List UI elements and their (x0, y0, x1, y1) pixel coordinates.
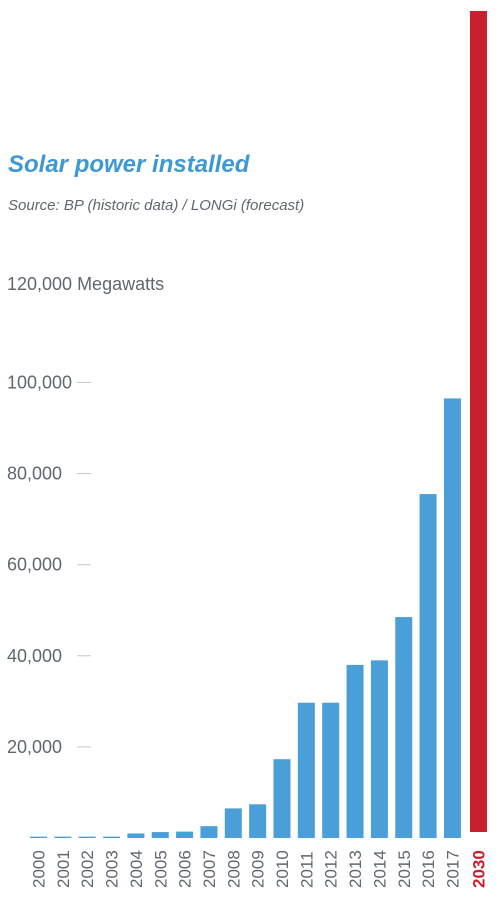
bar-2016 (419, 494, 437, 838)
x-tick-label: 2013 (346, 850, 365, 888)
y-tick-label: 80,000 (7, 464, 62, 484)
x-tick-label: 2005 (151, 850, 170, 888)
bars (30, 11, 487, 838)
bar-2017 (443, 398, 461, 838)
x-tick-label: 2001 (54, 850, 73, 888)
x-tick-label: 2015 (395, 850, 414, 888)
x-tick-label: 2000 (30, 850, 49, 888)
x-tick-label: 2002 (78, 850, 97, 888)
bar-2007 (200, 826, 218, 838)
bar-2013 (346, 664, 364, 838)
x-tick-label: 2012 (322, 850, 341, 888)
bar-2004 (127, 833, 145, 838)
y-tick-label: 20,000 (7, 737, 62, 757)
bar-2015 (395, 617, 413, 838)
y-tick-label: 40,000 (7, 646, 62, 666)
x-tick-label: 2008 (224, 850, 243, 888)
x-tick-label: 2016 (419, 850, 438, 888)
y-axis-ticks: 20,000 40,000 60,000 80,000 100,000 (7, 373, 91, 757)
bar-2000 (30, 836, 47, 838)
bar-2008 (224, 808, 242, 838)
bar-2005 (151, 832, 169, 838)
x-tick-label: 2009 (249, 850, 268, 888)
x-tick-label: 2014 (370, 850, 389, 888)
bar-2011 (297, 702, 315, 838)
y-tick-label: 60,000 (7, 555, 62, 575)
y-tick-label: 100,000 (7, 373, 72, 393)
x-tick-label: 2006 (176, 850, 195, 888)
bar-2014 (370, 660, 388, 838)
x-tick-label: 2010 (273, 850, 292, 888)
x-tick-label: 2011 (297, 851, 316, 888)
chart-subtitle: Source: BP (historic data) / LONGi (fore… (8, 197, 304, 214)
bar-2030 (470, 11, 487, 832)
x-tick-label-forecast: 2030 (470, 850, 489, 888)
bar-2001 (54, 836, 72, 838)
bar-2003 (103, 836, 121, 838)
x-tick-label: 2017 (443, 850, 462, 888)
y-axis-top-label: 120,000 Megawatts (7, 274, 164, 294)
bar-2006 (176, 831, 194, 838)
x-tick-label: 2007 (200, 850, 219, 888)
x-tick-label: 2004 (127, 850, 146, 888)
bar-2010 (273, 759, 291, 838)
x-axis-labels: 2000 2001 2002 2003 2004 2005 2006 2007 2008 2009… (30, 850, 489, 888)
chart-title: Solar power installed (8, 151, 251, 178)
x-tick-label: 2003 (103, 850, 122, 888)
bar-2009 (249, 804, 267, 838)
bar-2012 (322, 702, 340, 838)
bar-2002 (78, 836, 96, 838)
